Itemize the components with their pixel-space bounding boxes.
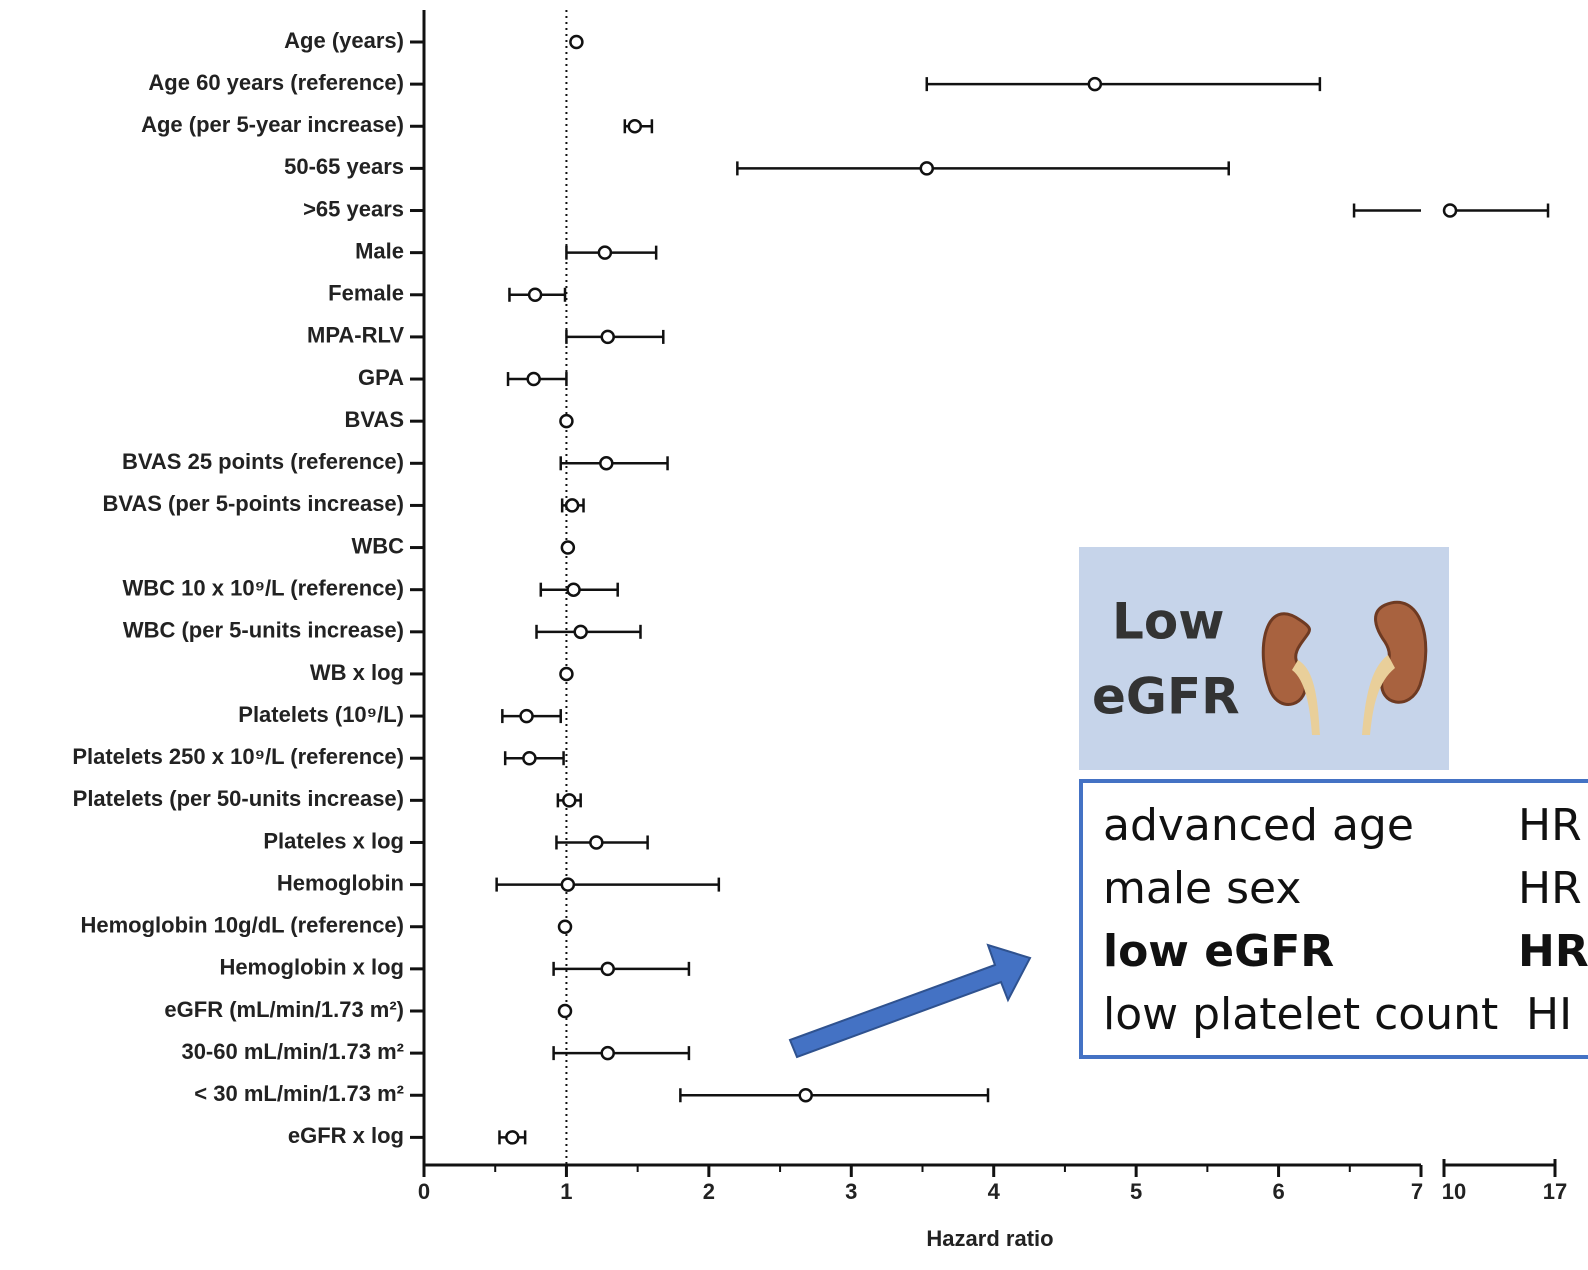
callout-label: advanced age — [1103, 800, 1414, 851]
category-label: WBC — [351, 533, 404, 558]
category-label: < 30 mL/min/1.73 m² — [194, 1081, 404, 1106]
point-estimate — [505, 1130, 520, 1145]
point-estimate — [589, 835, 604, 850]
category-label: Age 60 years (reference) — [148, 70, 404, 95]
point-estimate — [560, 540, 576, 555]
category-label: Plateles x log — [263, 828, 404, 853]
x-tick-label: 2 — [703, 1179, 715, 1204]
category-label: 50-65 years — [284, 154, 404, 179]
point-estimate — [600, 329, 615, 345]
category-label: BVAS 25 points (reference) — [122, 449, 404, 474]
category-label: Age (per 5-year increase) — [141, 112, 404, 137]
point-estimate — [566, 582, 581, 597]
category-label: Platelets (per 50-units increase) — [73, 786, 404, 811]
point-estimate — [560, 877, 576, 892]
point-estimate — [798, 1088, 813, 1103]
callout-label: low platelet count — [1103, 989, 1498, 1040]
x2-tick-label: 10 — [1442, 1179, 1466, 1204]
point-estimate — [573, 624, 588, 640]
point-estimate — [600, 1045, 615, 1061]
point-estimate — [557, 919, 573, 934]
x-tick-label: 5 — [1130, 1179, 1142, 1204]
point-estimate — [562, 793, 577, 808]
point-estimate — [522, 750, 537, 766]
point-estimate — [559, 413, 574, 429]
badge-line: eGFR — [1092, 668, 1240, 726]
point-estimate — [627, 119, 643, 134]
category-label: Hemoglobin — [277, 870, 404, 895]
category-label: WBC (per 5-units increase) — [123, 618, 404, 643]
point-estimate — [527, 287, 543, 303]
callout-label: male sex — [1103, 863, 1301, 914]
category-label: Female — [328, 281, 404, 306]
x-axis-title: Hazard ratio — [926, 1226, 1053, 1251]
category-label: MPA-RLV — [307, 323, 404, 348]
point-estimate — [519, 708, 534, 724]
x-tick-label: 6 — [1272, 1179, 1284, 1204]
x2-tick-label: 17 — [1543, 1179, 1567, 1204]
category-label: Platelets 250 x 10⁹/L (reference) — [72, 744, 404, 769]
point-estimate — [564, 498, 580, 513]
x-tick-label: 3 — [845, 1179, 857, 1204]
point-estimate — [1087, 76, 1103, 92]
callout-label: low eGFR — [1103, 926, 1334, 977]
point-estimate — [597, 245, 613, 260]
point-estimate — [1442, 203, 1458, 218]
kidney-icon — [1261, 601, 1428, 735]
point-estimate — [526, 371, 541, 387]
badge-line: Low — [1112, 593, 1224, 651]
category-label: eGFR (mL/min/1.73 m²) — [164, 997, 404, 1022]
category-label: Platelets (10⁹/L) — [238, 702, 404, 727]
point-estimate — [569, 34, 584, 50]
callout-value: HR — [1518, 863, 1582, 914]
category-label: Male — [355, 238, 404, 263]
callout-value: HI — [1526, 989, 1572, 1040]
category-label: Age (years) — [284, 28, 404, 53]
x-tick-label: 1 — [560, 1179, 572, 1204]
x-tick-label: 4 — [988, 1179, 1001, 1204]
category-label: BVAS (per 5-points increase) — [102, 491, 404, 516]
point-estimate — [919, 161, 935, 176]
arrow — [788, 943, 1032, 1059]
callout-value: HR — [1518, 926, 1588, 977]
callout-value: HR — [1518, 800, 1582, 851]
x-tick-label: 7 — [1411, 1179, 1423, 1204]
point-estimate — [559, 666, 574, 682]
category-label: WBC 10 x 10⁹/L (reference) — [123, 576, 404, 601]
category-label: eGFR x log — [288, 1123, 404, 1148]
point-estimate — [599, 456, 614, 471]
category-label: Hemoglobin x log — [219, 955, 404, 980]
category-label: GPA — [358, 365, 404, 390]
x-tick-label: 0 — [418, 1179, 430, 1204]
category-label: WB x log — [310, 660, 404, 685]
category-label: 30-60 mL/min/1.73 m² — [181, 1039, 404, 1064]
category-label: Hemoglobin 10g/dL (reference) — [80, 913, 404, 938]
point-estimate — [557, 1003, 573, 1019]
category-label: BVAS — [345, 407, 405, 432]
point-estimate — [600, 961, 615, 977]
category-label: >65 years — [303, 196, 404, 221]
callout-box — [1079, 779, 1588, 1059]
